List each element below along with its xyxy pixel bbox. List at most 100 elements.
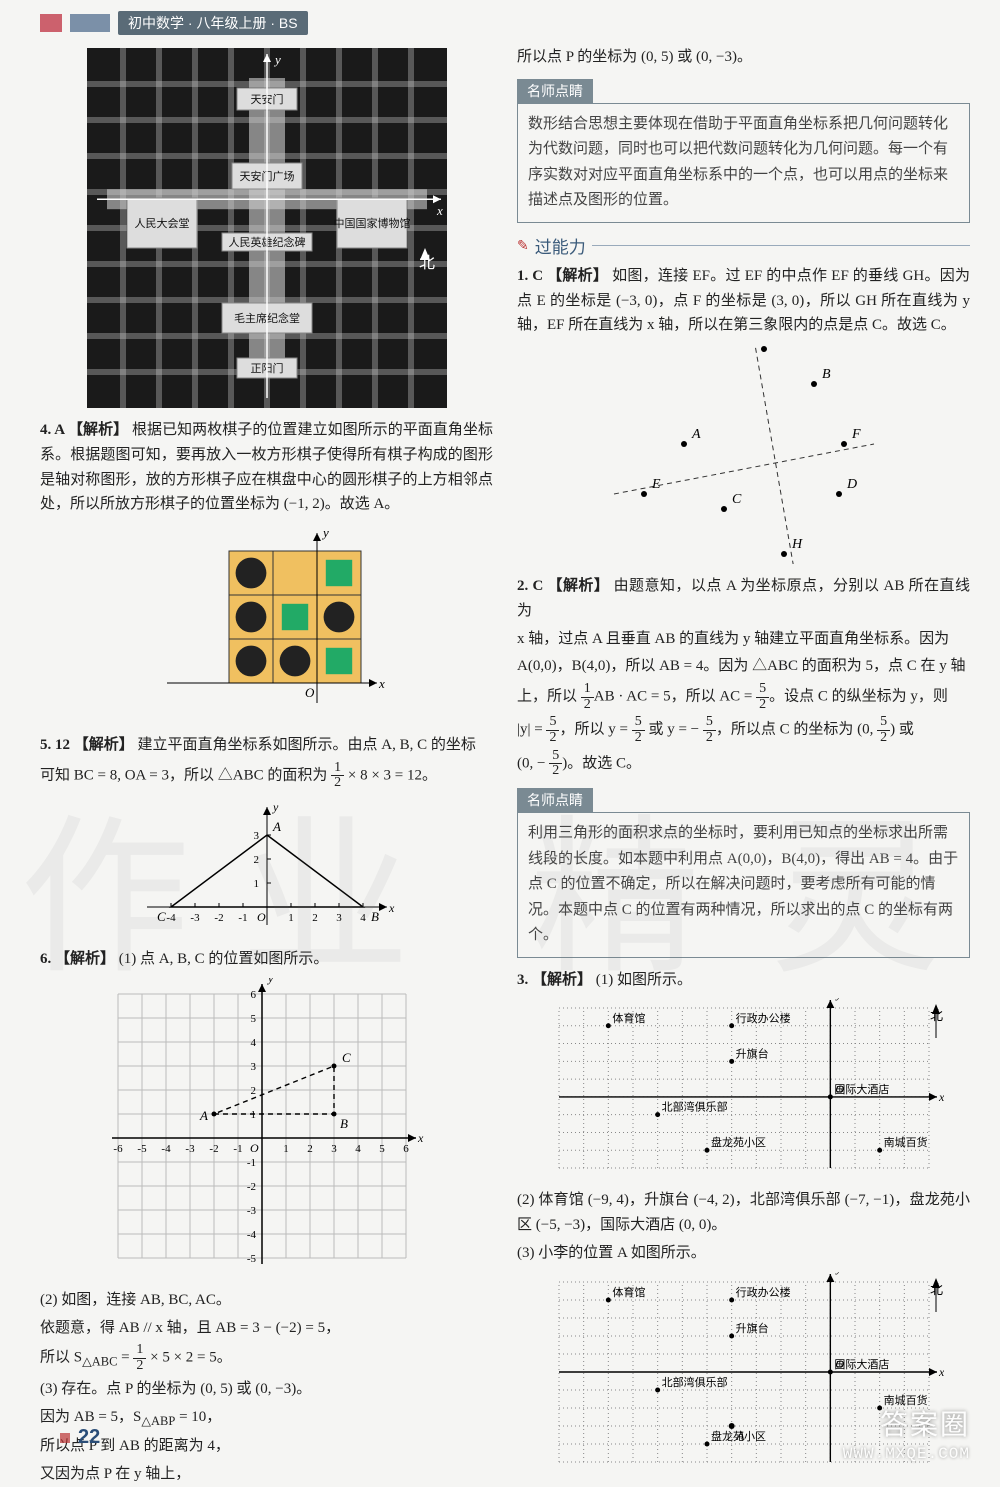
- svg-text:4: 4: [360, 912, 366, 924]
- svg-text:6: 6: [250, 989, 256, 1001]
- svg-text:y: y: [835, 998, 842, 1001]
- page-number: 22: [60, 1426, 100, 1449]
- q6: 6. 【解析】 (1) 点 A, B, C 的位置如图所示。: [40, 947, 493, 972]
- q5-body-b: 可知 BC = 8, OA = 3，所以 △ABC 的面积为: [40, 767, 327, 783]
- q5-head: 5. 12 【解析】: [40, 737, 134, 753]
- rq3-line2: (2) 体育馆 (−9, 4)，升旗台 (−4, 2)，北部湾俱乐部 (−7, …: [517, 1188, 970, 1238]
- page-header: 初中数学 · 八年级上册 · BS: [40, 10, 308, 36]
- svg-text:2: 2: [312, 912, 318, 924]
- svg-text:3: 3: [336, 912, 342, 924]
- svg-text:-5: -5: [246, 1253, 256, 1265]
- svg-text:升旗台: 升旗台: [735, 1047, 768, 1061]
- rq2-head: 2. C 【解析】: [517, 578, 609, 594]
- rq2-l5: |y| = 52，所以 y = 52 或 y = − 52，所以点 C 的坐标为…: [517, 715, 970, 745]
- q4-head: 4. A 【解析】: [40, 422, 128, 438]
- svg-text:行政办公楼: 行政办公楼: [735, 1285, 790, 1299]
- svg-text:-1: -1: [238, 912, 247, 924]
- svg-text:国际大酒店: 国际大酒店: [834, 1357, 889, 1371]
- rq2-l3: A(0,0)，B(4,0)，所以 AB = 4。因为 △ABC 的面积为 5，点…: [517, 654, 970, 679]
- q6-p2b: 依题意，得 AB // x 轴，且 AB = 3 − (−2) = 5，: [40, 1316, 493, 1341]
- svg-text:体育馆: 体育馆: [612, 1011, 645, 1025]
- svg-text:盘龙苑小区: 盘龙苑小区: [711, 1136, 766, 1150]
- header-chip: 初中数学 · 八年级上册 · BS: [118, 11, 308, 35]
- svg-text:升旗台: 升旗台: [735, 1321, 768, 1335]
- svg-text:3: 3: [250, 1061, 256, 1073]
- rq3: 3. 【解析】 (1) 如图所示。: [517, 968, 970, 993]
- svg-text:C: C: [157, 909, 166, 924]
- svg-text:-4: -4: [161, 1143, 171, 1155]
- svg-text:2: 2: [307, 1143, 313, 1155]
- q5-body-c: × 8 × 3 = 12。: [348, 767, 437, 783]
- svg-text:国际大酒店: 国际大酒店: [834, 1082, 889, 1096]
- svg-text:x: x: [436, 203, 443, 218]
- svg-text:x: x: [938, 1365, 944, 1379]
- svg-text:x: x: [938, 1090, 944, 1104]
- svg-text:3: 3: [331, 1143, 337, 1155]
- watermark-url: WWW.MXQE.COM: [843, 1445, 970, 1463]
- svg-text:x: x: [378, 676, 385, 691]
- triangle-plot: -4-3-2-11234123OxyABC: [40, 797, 493, 937]
- rq2-l2: x 轴，过点 A 且垂直 AB 的直线为 y 轴建立平面直角坐标系。因为: [517, 627, 970, 652]
- svg-text:北部湾俱乐部: 北部湾俱乐部: [661, 1100, 727, 1114]
- q6-p3b: 因为 AB = 5，S△ABP = 10，: [40, 1405, 493, 1432]
- svg-text:2: 2: [253, 854, 259, 866]
- svg-text:-1: -1: [233, 1143, 242, 1155]
- q5-line2: 可知 BC = 8, OA = 3，所以 △ABC 的面积为 12 × 8 × …: [40, 761, 493, 791]
- rq2-l4: 上，所以 12AB · AC = 5，所以 AC = 52。设点 C 的纵坐标为…: [517, 682, 970, 712]
- svg-text:y: y: [267, 978, 274, 985]
- svg-text:A: A: [735, 1428, 744, 1443]
- svg-text:E: E: [651, 477, 661, 492]
- svg-text:A: A: [199, 1108, 208, 1123]
- rq3-head: 3. 【解析】: [517, 972, 592, 988]
- section-ability: 过能力: [517, 233, 970, 258]
- svg-text:H: H: [791, 537, 803, 552]
- svg-text:y: y: [321, 525, 329, 540]
- svg-text:-4: -4: [166, 912, 176, 924]
- watermark-big: 答案圈: [880, 1403, 970, 1443]
- svg-text:4: 4: [250, 1037, 256, 1049]
- q6-head: 6. 【解析】: [40, 951, 115, 967]
- svg-text:x: x: [388, 901, 395, 915]
- svg-text:A: A: [691, 427, 701, 442]
- city-grid-1: Oxy北行政办公楼体育馆升旗台国际大酒店北部湾俱乐部盘龙苑小区南城百货: [517, 998, 970, 1178]
- r-topline: 所以点 P 的坐标为 (0, 5) 或 (0, −3)。: [517, 45, 970, 70]
- svg-text:O: O: [257, 910, 266, 924]
- tip1-body: 数形结合思想主要体现在借助于平面直角坐标系把几何问题转化为代数问题，同时也可以把…: [517, 103, 970, 223]
- q6-p3d: 又因为点 P 在 y 轴上，: [40, 1462, 493, 1487]
- svg-text:南城百货: 南城百货: [883, 1136, 927, 1150]
- svg-text:4: 4: [355, 1143, 361, 1155]
- svg-text:y: y: [272, 800, 279, 814]
- q4: 4. A 【解析】 根据已知两枚棋子的位置建立如图所示的平面直角坐标系。根据题图…: [40, 418, 493, 517]
- svg-text:3: 3: [253, 830, 259, 842]
- svg-text:体育馆: 体育馆: [612, 1285, 645, 1299]
- svg-text:O: O: [250, 1141, 259, 1155]
- rq2: 2. C 【解析】 由题意知，以点 A 为坐标原点，分别以 AB 所在直线为: [517, 574, 970, 624]
- svg-text:x: x: [417, 1131, 424, 1145]
- q5: 5. 12 【解析】 建立平面直角坐标系如图所示。由点 A, B, C 的坐标: [40, 733, 493, 758]
- svg-text:C: C: [732, 492, 742, 507]
- svg-text:-6: -6: [113, 1143, 123, 1155]
- svg-text:-2: -2: [209, 1143, 218, 1155]
- q6-frac: 12: [133, 1343, 146, 1373]
- svg-text:B: B: [822, 367, 831, 382]
- q6-p3a: (3) 存在。点 P 的坐标为 (0, 5) 或 (0, −3)。: [40, 1377, 493, 1402]
- svg-text:F: F: [851, 427, 861, 442]
- svg-text:-3: -3: [185, 1143, 195, 1155]
- grid-abc: -6-5-4-3-2-1123456-5-4-3-2-1123456OxyABC: [40, 978, 493, 1278]
- svg-text:北部湾俱乐部: 北部湾俱乐部: [661, 1375, 727, 1389]
- svg-text:中国国家博物馆: 中国国家博物馆: [333, 216, 410, 230]
- svg-text:1: 1: [283, 1143, 289, 1155]
- svg-text:行政办公楼: 行政办公楼: [735, 1011, 790, 1025]
- header-accent-blue: [70, 14, 110, 32]
- svg-text:-2: -2: [246, 1181, 255, 1193]
- svg-text:y: y: [835, 1272, 842, 1275]
- svg-text:-3: -3: [246, 1205, 256, 1217]
- rq1: 1. C 【解析】 如图，连接 EF。过 EF 的中点作 EF 的垂线 GH。因…: [517, 264, 970, 338]
- svg-text:-1: -1: [246, 1157, 255, 1169]
- svg-text:O: O: [305, 685, 315, 700]
- svg-text:G: G: [772, 344, 782, 347]
- rq1-head: 1. C 【解析】: [517, 268, 608, 284]
- q6-p2a: (2) 如图，连接 AB, BC, AC。: [40, 1288, 493, 1313]
- svg-text:-5: -5: [137, 1143, 147, 1155]
- tiananmen-map: 天安门天安门广场人民大会堂中国国家博物馆人民英雄纪念碑毛主席纪念堂正阳门xy北: [40, 48, 493, 408]
